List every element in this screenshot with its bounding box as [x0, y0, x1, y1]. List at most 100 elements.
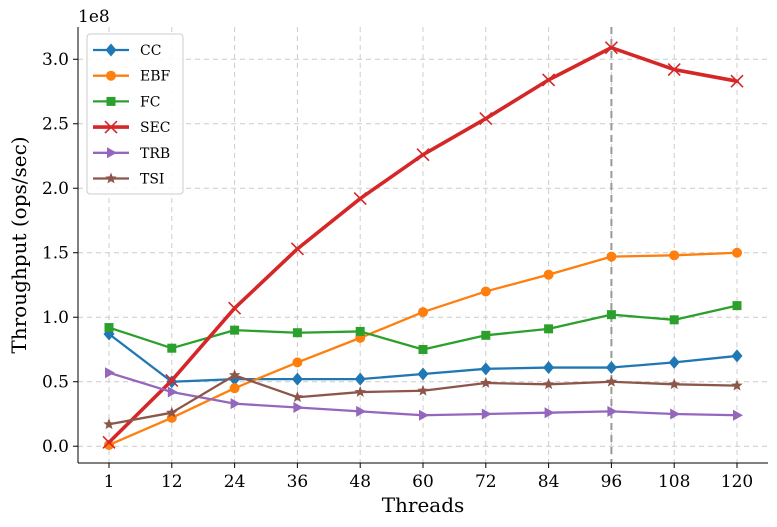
x-tick-label: 108: [658, 472, 690, 492]
series-fc-point: [544, 324, 554, 334]
legend-label: SEC: [140, 120, 171, 136]
series-cc-point: [291, 372, 303, 386]
series-sec-point: [479, 112, 493, 126]
series-tsi-point: [605, 375, 618, 387]
series-tsi-point: [417, 384, 429, 396]
series-sec-point: [290, 242, 304, 256]
y-tick-label: 1.0: [42, 308, 69, 328]
x-tick-label: 84: [538, 472, 560, 492]
legend-label: TSI: [140, 172, 164, 188]
y-tick-label: 2.0: [42, 179, 69, 199]
series-cc-point: [354, 372, 366, 386]
x-axis-label: Threads: [382, 493, 465, 517]
legend: CC EBF FC SEC TRB TSI: [86, 33, 184, 195]
grid: [78, 27, 768, 463]
series-tsi-point: [354, 386, 366, 397]
legend-label: FC: [140, 94, 160, 110]
series-sec-point: [604, 41, 618, 55]
series-tsi-point: [228, 369, 241, 381]
y-tick-label: 0.5: [42, 373, 69, 393]
series-trb-point: [419, 409, 429, 421]
series-tsi-point: [291, 391, 304, 403]
series-ebf-point: [418, 307, 428, 318]
series-trb: [105, 367, 743, 421]
series-trb-point: [105, 367, 115, 379]
series-trb-point: [230, 398, 241, 410]
series-sec-point-stroke: [228, 301, 242, 315]
series-ebf: [104, 247, 742, 450]
series-cc-point: [417, 367, 429, 381]
series-ebf-point: [292, 357, 303, 368]
series-sec-point-stroke: [542, 73, 556, 87]
x-tick-label: 72: [475, 472, 497, 492]
x-tick-label: 1: [104, 472, 115, 492]
series-sec-point: [416, 148, 430, 162]
series-trb-point: [544, 407, 555, 419]
series-fc-point: [104, 323, 114, 333]
series-ebf-point: [480, 286, 491, 297]
x-tick-label: 120: [721, 472, 753, 492]
series-tsi-point: [668, 378, 680, 390]
series-sec-point-stroke: [479, 112, 493, 126]
series-cc-point: [543, 361, 555, 375]
x-tick-label: 36: [287, 472, 309, 492]
y-tick-label: 2.5: [42, 115, 69, 135]
series-fc-point: [481, 330, 491, 340]
series-tsi: [103, 369, 743, 430]
x-tick-label: 48: [349, 472, 371, 492]
series-trb-point: [733, 409, 743, 421]
series-fc-point: [355, 326, 365, 336]
series-tsi-point: [166, 406, 178, 418]
y-tick-label: 1.5: [42, 244, 69, 264]
series-ebf-point: [606, 251, 617, 262]
series-fc-point: [167, 343, 177, 353]
legend-swatch-marker: [106, 70, 116, 81]
legend-item-tsi: TSI: [93, 172, 164, 188]
series-cc-point: [480, 362, 492, 376]
legend-item-cc: CC: [93, 43, 161, 59]
series-ebf-point: [543, 269, 554, 280]
series-trb-point: [670, 408, 681, 420]
series-sec-point: [102, 435, 116, 449]
series-sec-point: [165, 373, 179, 388]
series-sec-point: [228, 301, 242, 315]
series-trb-point: [356, 405, 367, 417]
x-tick-label: 60: [412, 472, 434, 492]
y-axis-label: Throughput (ops/sec): [7, 136, 31, 353]
legend-label: TRB: [140, 146, 170, 162]
series-fc-point: [230, 325, 240, 335]
series-tsi-point: [731, 379, 743, 391]
series-cc-point: [668, 355, 680, 369]
series-trb-point: [293, 402, 304, 414]
legend-item-fc: FC: [93, 94, 160, 110]
legend-swatch-marker-stroke: [104, 120, 118, 134]
series-sec-point-stroke: [102, 435, 116, 449]
series-fc-point: [669, 315, 679, 325]
x-tick-label: 12: [161, 472, 183, 492]
legend-swatch-marker: [106, 96, 116, 106]
legend-frame: [86, 33, 184, 195]
series-fc: [104, 301, 742, 354]
series-tsi-point: [542, 378, 555, 390]
x-tick-label: 96: [601, 472, 623, 492]
series-ebf-point: [229, 383, 240, 394]
legend-swatch-marker: [107, 147, 117, 159]
legend-item-sec: SEC: [93, 120, 171, 136]
legend-swatch-marker: [104, 120, 118, 134]
x-tick-label: 24: [224, 472, 246, 492]
series-fc-point: [292, 328, 302, 338]
y-tick-label: 3.0: [42, 50, 69, 70]
series-ebf-point: [732, 247, 742, 258]
series-cc-point: [731, 349, 743, 363]
series-sec-point: [667, 63, 681, 77]
legend-item-ebf: EBF: [93, 69, 171, 85]
series-sec-point-stroke: [353, 191, 367, 206]
legend-swatch-marker: [105, 172, 117, 184]
series-ebf-point: [104, 439, 114, 450]
series-fc-point: [732, 301, 742, 311]
series-sec-point: [542, 73, 556, 87]
legend-swatch-marker: [105, 43, 117, 57]
series-sec-point-stroke: [730, 74, 744, 88]
series-sec-point-stroke: [604, 41, 618, 55]
